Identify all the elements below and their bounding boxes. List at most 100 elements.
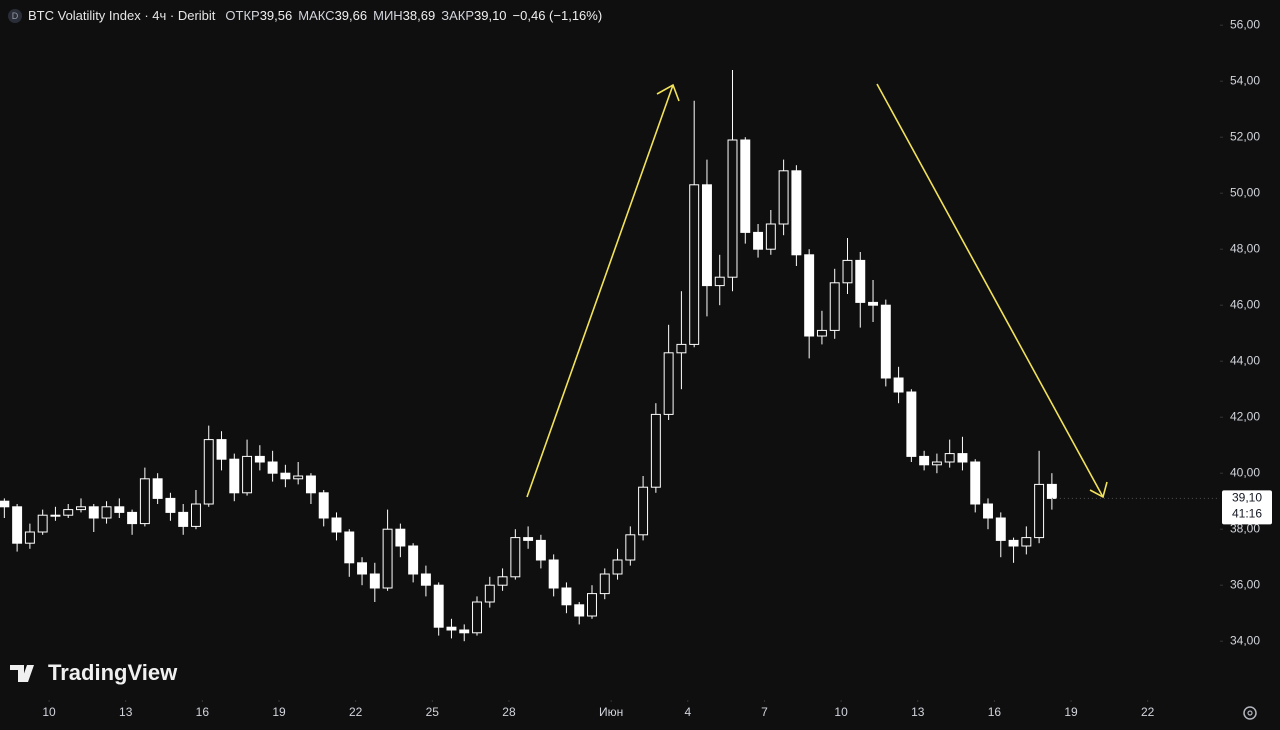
candle-body	[484, 584, 495, 603]
x-tick-label: 7	[761, 705, 768, 719]
candle-body	[369, 573, 380, 589]
candle-body	[88, 506, 99, 519]
candle-body	[203, 439, 214, 505]
arrow-head	[1089, 481, 1108, 499]
candle-body	[395, 528, 406, 547]
y-tick-label: 46,00	[1230, 297, 1260, 311]
candle-body	[433, 584, 444, 628]
y-tick-label: 38,00	[1230, 521, 1260, 535]
candle-body	[1021, 537, 1032, 547]
y-tick-label: 52,00	[1230, 129, 1260, 143]
candle-body	[765, 223, 776, 250]
x-tick-label: 13	[911, 705, 925, 719]
y-tick-label: 42,00	[1230, 409, 1260, 423]
candle-body	[420, 573, 431, 586]
candle-body	[1034, 483, 1045, 539]
label: ЗАКР	[441, 8, 474, 23]
candle-body	[868, 301, 879, 306]
candle-body	[816, 329, 827, 337]
y-tick-label: 44,00	[1230, 353, 1260, 367]
logo-text: TradingView	[48, 660, 178, 685]
value: 38,69	[402, 8, 436, 23]
x-tick-label: 16	[196, 705, 210, 719]
candle-body	[625, 534, 636, 561]
trend-arrows	[526, 83, 1108, 499]
candle-body	[37, 514, 48, 533]
icon: D	[8, 8, 22, 23]
candle-body	[76, 506, 86, 511]
y-tick-label: 54,00	[1230, 73, 1260, 87]
candle-body	[1046, 483, 1057, 499]
candle-body	[0, 500, 10, 508]
candle-body	[12, 506, 23, 544]
candle-body	[663, 352, 674, 415]
candle-body	[701, 184, 712, 287]
candle-body	[382, 528, 393, 589]
candle-body	[944, 453, 955, 463]
y-tick-label: 34,00	[1230, 633, 1260, 647]
last-price-box	[1222, 490, 1272, 525]
candle-body	[791, 170, 802, 256]
x-tick-label: 22	[1141, 705, 1155, 719]
candle-body	[957, 453, 968, 463]
y-tick-label: 36,00	[1230, 577, 1260, 591]
countdown: 41:16	[1232, 507, 1262, 521]
candle-body	[689, 184, 700, 345]
y-tick-label: 50,00	[1230, 185, 1260, 199]
label: МИН	[373, 8, 403, 23]
candle-body	[919, 455, 930, 466]
x-tick-label: 10	[42, 705, 56, 719]
candle-body	[165, 497, 176, 513]
candle-body	[446, 626, 457, 631]
value: 39,66	[334, 8, 368, 23]
label: МАКС	[298, 8, 335, 23]
legend-header: D BTC Volatility Index · 4ч · Deribit ОТ…	[8, 8, 608, 23]
candle-body	[472, 601, 482, 634]
x-tick-label: 22	[349, 705, 363, 719]
x-tick-label: 4	[684, 705, 691, 719]
value: 39,56	[259, 8, 293, 23]
candle-body	[242, 455, 253, 494]
candle-body	[829, 282, 840, 331]
candles	[0, 70, 1057, 642]
candle-body	[880, 304, 891, 379]
candle-body	[344, 531, 355, 564]
candle-body	[753, 231, 764, 250]
candle-body	[995, 517, 1006, 541]
candle-body	[114, 506, 125, 513]
candle-body	[561, 587, 572, 606]
candle-body	[267, 461, 278, 474]
candle-body	[727, 139, 738, 278]
candle-body	[178, 511, 189, 527]
arrow-up	[526, 84, 674, 498]
candle-body	[190, 503, 201, 527]
x-tick-label: Июн	[599, 705, 623, 719]
candle-body	[587, 593, 597, 617]
candle-body	[24, 531, 35, 544]
candle-body	[127, 511, 138, 525]
candle-body	[305, 475, 316, 494]
candle-body	[318, 492, 329, 519]
candle-body	[650, 413, 661, 488]
x-tick-label: 25	[426, 705, 440, 719]
logo-icon	[10, 665, 34, 682]
candle-body	[574, 604, 585, 617]
candle-body	[357, 562, 368, 575]
candle-body	[893, 377, 904, 393]
candle-body	[139, 478, 150, 525]
candle-body	[293, 475, 304, 480]
arrow-down	[876, 83, 1104, 498]
candle-body	[906, 391, 917, 457]
candle-body	[804, 254, 815, 337]
candle-body	[229, 458, 240, 494]
candle-body	[216, 439, 227, 460]
symbol: BTC Volatility Index · 4ч · Deribit	[28, 8, 216, 23]
arrow-head	[656, 83, 680, 102]
candle-body	[331, 517, 342, 533]
candle-body	[842, 259, 853, 284]
settings-icon[interactable]	[1243, 706, 1257, 720]
candle-body	[638, 486, 649, 536]
candle-body	[523, 537, 534, 541]
